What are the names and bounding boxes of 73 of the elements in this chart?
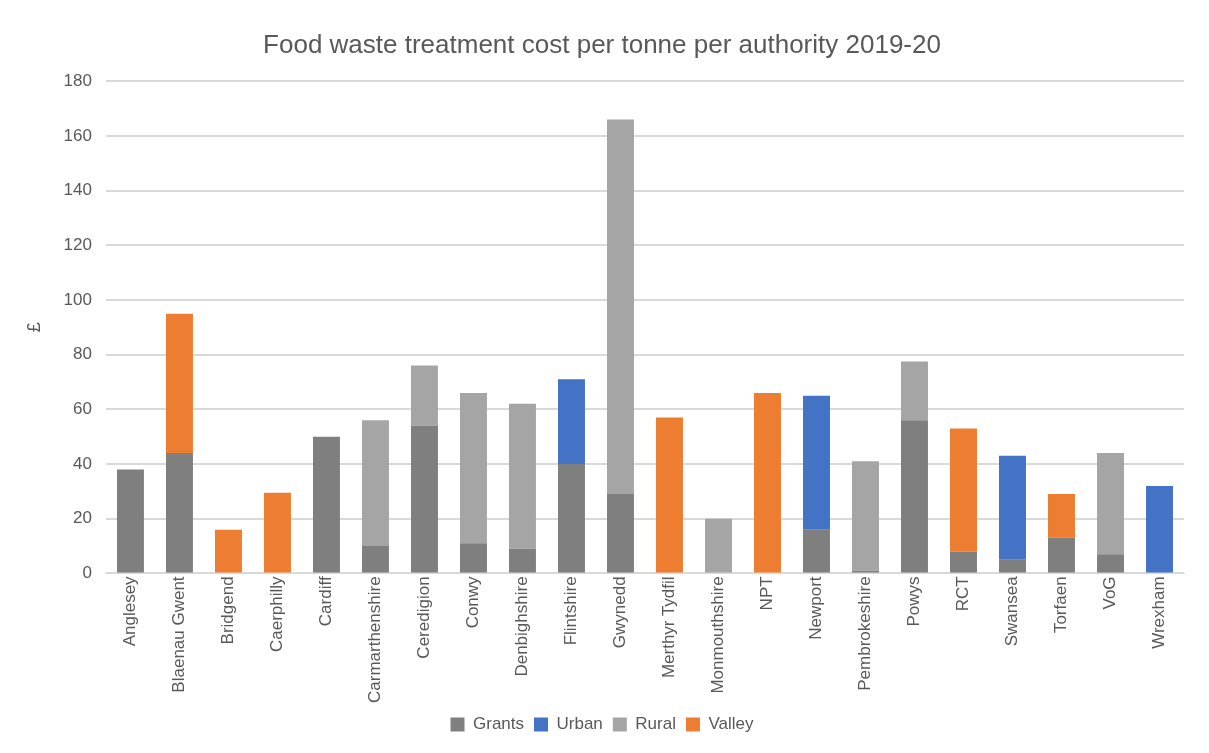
bar xyxy=(460,543,487,573)
bar xyxy=(411,425,438,573)
x-tick-label: NPT xyxy=(757,576,777,611)
y-tick-label: 80 xyxy=(73,344,92,364)
bar xyxy=(116,469,144,573)
bar xyxy=(607,119,634,495)
bar xyxy=(558,464,585,573)
bar xyxy=(1097,554,1124,573)
bar xyxy=(950,551,977,573)
y-tick-label: 0 xyxy=(82,563,92,583)
x-tick-label: Conwy xyxy=(463,575,483,629)
bar xyxy=(852,461,879,571)
x-tick-label: Blaenau Gwent xyxy=(169,576,189,693)
x-tick-label: Torfaen xyxy=(1051,576,1071,634)
y-axis-title: £ xyxy=(23,322,44,333)
bar xyxy=(313,436,340,573)
bar xyxy=(1048,537,1075,573)
bar xyxy=(165,313,193,454)
x-tick-label: Cardiff xyxy=(316,576,336,627)
bar xyxy=(656,417,683,573)
y-tick-label: 140 xyxy=(63,180,92,200)
x-tick-label: Denbighshire xyxy=(512,576,532,677)
bar xyxy=(803,395,830,530)
bar xyxy=(1048,494,1075,538)
x-tick-label: Swansea xyxy=(1002,575,1022,647)
y-tick-label: 100 xyxy=(63,289,92,309)
bar xyxy=(999,455,1026,560)
bar xyxy=(901,420,928,573)
legend-label: Valley xyxy=(708,714,754,734)
bar xyxy=(1146,485,1173,573)
x-tick-label: Carmarthenshire xyxy=(365,576,385,704)
bar xyxy=(460,392,487,544)
legend-label: Rural xyxy=(635,714,676,734)
y-tick-label: 20 xyxy=(73,508,92,528)
y-tick-label: 160 xyxy=(63,125,92,145)
bar xyxy=(754,392,781,573)
y-tick-label: 40 xyxy=(73,453,92,473)
bar xyxy=(165,453,193,573)
y-tick-label: 180 xyxy=(63,70,92,90)
x-tick-label: Wrexham xyxy=(1149,576,1169,649)
x-tick-label: Bridgend xyxy=(218,576,238,645)
bar xyxy=(263,492,291,573)
bar xyxy=(803,529,830,573)
bar xyxy=(950,428,977,552)
bar xyxy=(901,361,928,421)
x-tick-label: Flintshire xyxy=(561,576,581,646)
bar xyxy=(509,403,536,549)
bar xyxy=(411,365,438,426)
x-tick-label: VoG xyxy=(1100,576,1120,610)
x-tick-label: Newport xyxy=(806,576,826,640)
x-tick-label: Gwynedd xyxy=(610,576,630,649)
bar xyxy=(362,546,389,573)
legend-label: Grants xyxy=(473,714,525,734)
x-tick-label: Monmouthshire xyxy=(708,576,728,694)
bar xyxy=(705,518,732,573)
legend-label: Urban xyxy=(556,714,603,734)
bar xyxy=(1097,453,1124,555)
x-tick-label: RCT xyxy=(953,576,973,612)
y-tick-label: 120 xyxy=(63,234,92,254)
bar xyxy=(214,529,242,573)
x-tick-label: Anglesey xyxy=(120,575,140,647)
x-tick-label: Pembrokeshire xyxy=(855,576,875,691)
x-tick-label: Powys xyxy=(904,576,924,627)
chart-title: Food waste treatment cost per tonne per authority 2019-20 xyxy=(263,28,941,59)
bar xyxy=(509,548,536,573)
x-tick-label: Ceredigion xyxy=(414,576,434,659)
bar xyxy=(362,420,389,547)
y-tick-label: 60 xyxy=(73,399,92,419)
bar xyxy=(999,559,1026,573)
bar xyxy=(558,379,585,465)
x-tick-label: Merthyr Tydfil xyxy=(659,576,679,679)
x-tick-label: Caerphilly xyxy=(267,575,287,652)
bar xyxy=(607,494,634,573)
